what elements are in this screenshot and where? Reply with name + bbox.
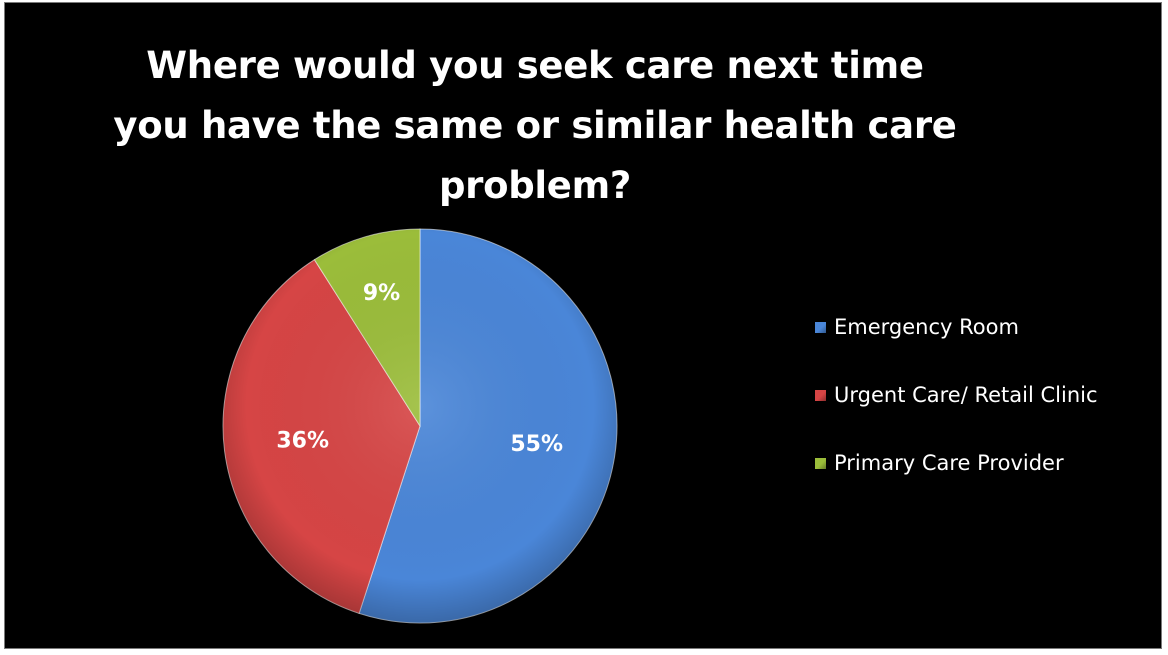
legend-label: Emergency Room bbox=[834, 315, 1019, 339]
legend-swatch-urgent-care bbox=[815, 389, 826, 401]
slice-label-urgent-care: 36% bbox=[276, 428, 329, 453]
legend-item-emergency-room[interactable]: Emergency Room bbox=[815, 293, 1155, 361]
slice-label-emergency-room: 55% bbox=[510, 432, 563, 457]
slice-label-primary-care: 9% bbox=[363, 281, 400, 306]
chart-title: Where would you seek care next time you … bbox=[113, 44, 957, 207]
legend-swatch-emergency-room bbox=[815, 321, 826, 333]
legend-label: Urgent Care/ Retail Clinic bbox=[834, 383, 1098, 407]
legend-label: Primary Care Provider bbox=[834, 451, 1064, 475]
legend-item-primary-care[interactable]: Primary Care Provider bbox=[815, 429, 1155, 497]
legend: Emergency Room Urgent Care/ Retail Clini… bbox=[815, 293, 1155, 497]
chart-frame: Where would you seek care next time you … bbox=[4, 2, 1162, 649]
legend-swatch-primary-care bbox=[815, 457, 826, 469]
legend-item-urgent-care[interactable]: Urgent Care/ Retail Clinic bbox=[815, 361, 1155, 429]
